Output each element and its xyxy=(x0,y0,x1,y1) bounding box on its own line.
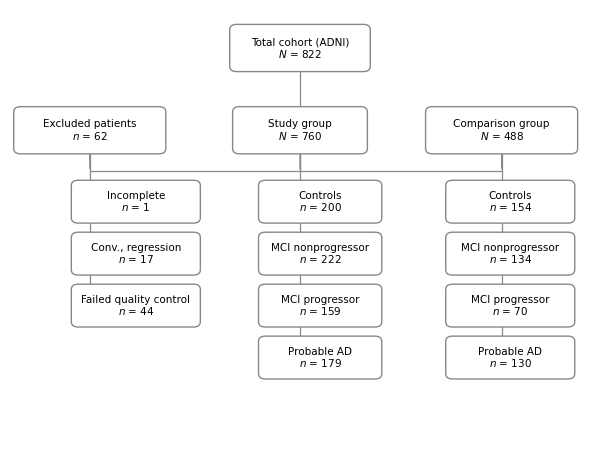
FancyBboxPatch shape xyxy=(259,336,382,379)
Text: Probable AD: Probable AD xyxy=(478,347,542,357)
FancyBboxPatch shape xyxy=(71,180,200,223)
Text: MCI progressor: MCI progressor xyxy=(281,295,359,305)
FancyBboxPatch shape xyxy=(71,284,200,327)
Text: Conv., regression: Conv., regression xyxy=(91,244,181,253)
FancyBboxPatch shape xyxy=(71,232,200,275)
Text: $\mathit{N}$ = 822: $\mathit{N}$ = 822 xyxy=(278,48,322,60)
Text: Total cohort (ADNI): Total cohort (ADNI) xyxy=(251,37,349,47)
Text: $\mathit{n}$ = 200: $\mathit{n}$ = 200 xyxy=(299,201,341,213)
Text: Incomplete: Incomplete xyxy=(107,192,165,202)
FancyBboxPatch shape xyxy=(446,336,575,379)
FancyBboxPatch shape xyxy=(446,180,575,223)
FancyBboxPatch shape xyxy=(425,106,578,154)
Text: $\mathit{N}$ = 760: $\mathit{N}$ = 760 xyxy=(278,130,322,142)
Text: $\mathit{n}$ = 17: $\mathit{n}$ = 17 xyxy=(118,253,154,265)
Text: MCI progressor: MCI progressor xyxy=(471,295,550,305)
Text: $\mathit{n}$ = 70: $\mathit{n}$ = 70 xyxy=(492,305,529,317)
Text: $\mathit{n}$ = 44: $\mathit{n}$ = 44 xyxy=(118,305,154,317)
FancyBboxPatch shape xyxy=(259,180,382,223)
FancyBboxPatch shape xyxy=(14,106,166,154)
Text: Excluded patients: Excluded patients xyxy=(43,120,137,129)
FancyBboxPatch shape xyxy=(233,106,367,154)
FancyBboxPatch shape xyxy=(259,232,382,275)
Text: Controls: Controls xyxy=(298,192,342,202)
Text: $\mathit{n}$ = 130: $\mathit{n}$ = 130 xyxy=(489,357,532,369)
FancyBboxPatch shape xyxy=(230,24,370,72)
Text: MCI nonprogressor: MCI nonprogressor xyxy=(271,244,369,253)
Text: Comparison group: Comparison group xyxy=(454,120,550,129)
Text: $\mathit{n}$ = 134: $\mathit{n}$ = 134 xyxy=(488,253,532,265)
Text: $\mathit{n}$ = 62: $\mathit{n}$ = 62 xyxy=(72,130,108,142)
FancyBboxPatch shape xyxy=(259,284,382,327)
Text: Controls: Controls xyxy=(488,192,532,202)
FancyBboxPatch shape xyxy=(446,284,575,327)
Text: $\mathit{n}$ = 222: $\mathit{n}$ = 222 xyxy=(299,253,341,265)
Text: $\mathit{n}$ = 154: $\mathit{n}$ = 154 xyxy=(488,201,532,213)
Text: $\mathit{n}$ = 159: $\mathit{n}$ = 159 xyxy=(299,305,341,317)
Text: Study group: Study group xyxy=(268,120,332,129)
FancyBboxPatch shape xyxy=(446,232,575,275)
Text: MCI nonprogressor: MCI nonprogressor xyxy=(461,244,559,253)
Text: Probable AD: Probable AD xyxy=(288,347,352,357)
Text: $\mathit{n}$ = 179: $\mathit{n}$ = 179 xyxy=(299,357,341,369)
Text: $\mathit{N}$ = 488: $\mathit{N}$ = 488 xyxy=(479,130,524,142)
Text: $\mathit{n}$ = 1: $\mathit{n}$ = 1 xyxy=(121,201,151,213)
Text: Failed quality control: Failed quality control xyxy=(82,295,190,305)
